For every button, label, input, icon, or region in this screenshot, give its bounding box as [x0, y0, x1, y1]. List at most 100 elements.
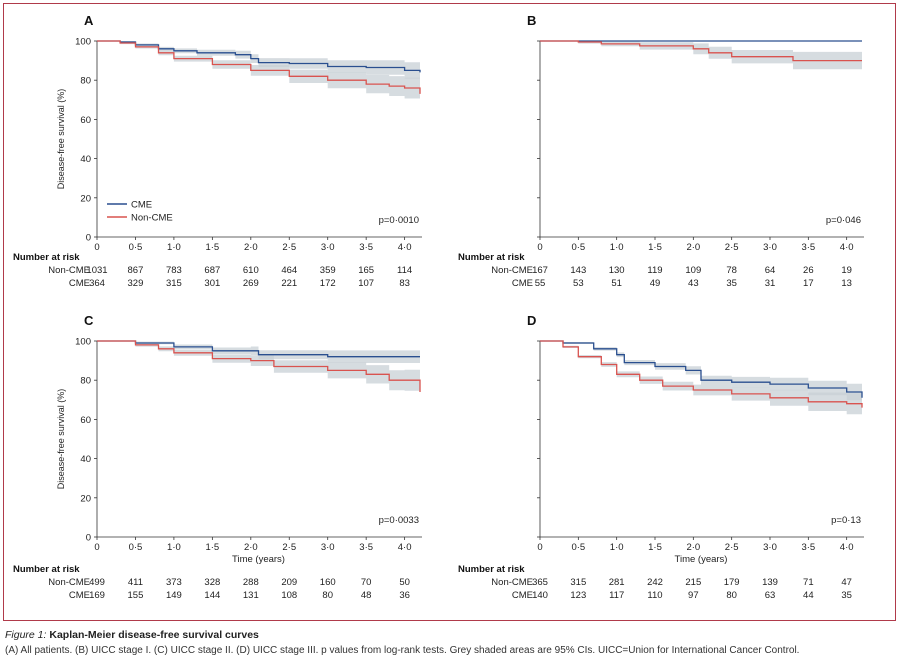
x-tick-label: 3·0 — [763, 542, 777, 553]
risk-value: 110 — [647, 590, 662, 601]
risk-value: 44 — [803, 590, 814, 601]
risk-row-label: Non-CME — [48, 265, 90, 276]
risk-value: 167 — [532, 265, 548, 276]
risk-value: 464 — [281, 265, 297, 276]
x-tick-label: 2·0 — [244, 542, 258, 553]
risk-value: 149 — [166, 590, 182, 601]
x-tick-label: 4·0 — [398, 542, 412, 553]
survival-curve-cme — [97, 40, 421, 73]
risk-value: 97 — [688, 590, 699, 601]
risk-row-label: CME — [512, 278, 533, 289]
risk-value: 80 — [726, 590, 737, 601]
x-tick-label: 2·0 — [686, 242, 700, 253]
caption-label: Figure 1: — [5, 629, 47, 641]
risk-value: 109 — [685, 265, 701, 276]
x-tick-label: 2·5 — [282, 242, 296, 253]
risk-value: 281 — [609, 577, 625, 588]
panel-letter: B — [527, 13, 536, 28]
caption-title-line: Figure 1: Kaplan-Meier disease-free surv… — [5, 629, 895, 641]
y-tick-label: 0 — [86, 533, 91, 544]
x-tick-label: 0 — [537, 242, 542, 253]
risk-value: 19 — [841, 265, 852, 276]
y-tick-label: 40 — [80, 454, 91, 465]
risk-value: 783 — [166, 265, 182, 276]
x-tick-label: 3·0 — [321, 542, 335, 553]
x-tick-label: 1·0 — [610, 542, 624, 553]
x-tick-label: 2·0 — [244, 242, 258, 253]
panel-b: B 0 0·5 1·0 1·5 2·0 2·5 3·0 3·5 4·0 p=0·046 Number … — [458, 13, 864, 289]
x-tick-label: 0 — [94, 542, 99, 553]
risk-value: 80 — [322, 590, 333, 601]
risk-value: 64 — [765, 265, 776, 276]
x-tick-label: 3·5 — [801, 242, 815, 253]
risk-value: 31 — [765, 278, 776, 289]
risk-table-header: Number at risk — [13, 564, 80, 575]
risk-value: 47 — [841, 577, 852, 588]
risk-value: 26 — [803, 265, 814, 276]
risk-value: 51 — [611, 278, 622, 289]
risk-value: 169 — [89, 590, 105, 601]
y-tick-label: 40 — [80, 154, 91, 165]
risk-value: 315 — [166, 278, 182, 289]
risk-row-label: CME — [69, 590, 90, 601]
risk-value: 160 — [320, 577, 336, 588]
x-tick-label: 3·5 — [801, 542, 815, 553]
risk-value: 130 — [609, 265, 625, 276]
risk-value: 71 — [803, 577, 814, 588]
y-tick-label: 20 — [80, 493, 91, 504]
risk-value: 43 — [688, 278, 699, 289]
x-tick-label: 2·5 — [725, 542, 739, 553]
x-tick-label: 0·5 — [129, 242, 143, 253]
x-tick-label: 4·0 — [840, 542, 854, 553]
risk-value: 144 — [204, 590, 220, 601]
risk-value: 1031 — [86, 265, 107, 276]
risk-value: 114 — [397, 265, 412, 276]
survival-curve-non — [540, 40, 862, 62]
x-tick-label: 0·5 — [571, 542, 585, 553]
risk-value: 328 — [204, 577, 220, 588]
y-tick-label: 100 — [75, 337, 91, 348]
x-tick-label: 0 — [94, 242, 99, 253]
x-tick-label: 3·5 — [359, 542, 373, 553]
panel-letter: A — [84, 13, 94, 28]
x-tick-label: 1·0 — [167, 542, 181, 553]
legend-label-cme: CME — [131, 200, 152, 211]
risk-row-label: Non-CME — [48, 577, 90, 588]
risk-value: 373 — [166, 577, 182, 588]
y-tick-label: 80 — [80, 76, 91, 87]
risk-value: 123 — [570, 590, 586, 601]
x-tick-label: 3·0 — [321, 242, 335, 253]
risk-value: 315 — [570, 577, 586, 588]
x-axis-label: Time (years) — [232, 554, 285, 565]
y-tick-label: 60 — [80, 415, 91, 426]
risk-value: 329 — [128, 278, 144, 289]
risk-value: 139 — [762, 577, 778, 588]
risk-row-label: Non-CME — [491, 577, 533, 588]
x-tick-label: 0·5 — [571, 242, 585, 253]
risk-value: 131 — [243, 590, 259, 601]
survival-curve-cme — [540, 340, 863, 398]
figure-caption: Figure 1: Kaplan-Meier disease-free surv… — [5, 629, 895, 656]
risk-value: 48 — [361, 590, 372, 601]
x-tick-label: 4·0 — [840, 242, 854, 253]
risk-value: 49 — [650, 278, 661, 289]
x-tick-label: 2·0 — [686, 542, 700, 553]
risk-value: 867 — [128, 265, 144, 276]
risk-value: 269 — [243, 278, 259, 289]
risk-value: 610 — [243, 265, 259, 276]
ci-band-non — [97, 341, 420, 403]
risk-value: 50 — [399, 577, 410, 588]
ci-band-non — [540, 341, 862, 419]
x-tick-label: 2·5 — [725, 242, 739, 253]
p-value: p=0·046 — [826, 215, 861, 226]
risk-table-header: Number at risk — [458, 564, 525, 575]
panel-letter: D — [527, 313, 536, 328]
risk-value: 17 — [803, 278, 814, 289]
risk-value: 165 — [358, 265, 374, 276]
risk-value: 70 — [361, 577, 372, 588]
y-tick-label: 100 — [75, 37, 91, 48]
caption-body: (A) All patients. (B) UICC stage I. (C) … — [5, 645, 800, 656]
risk-value: 108 — [281, 590, 297, 601]
x-tick-label: 2·5 — [282, 542, 296, 553]
risk-value: 35 — [726, 278, 737, 289]
